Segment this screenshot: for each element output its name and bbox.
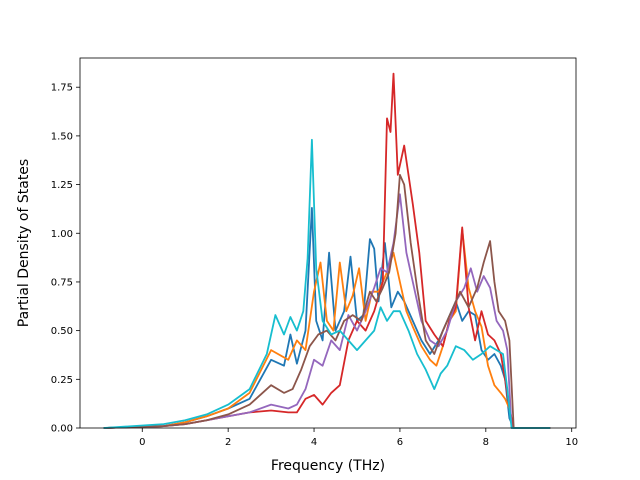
x-axis: 0 2 4 6 8 10 <box>139 428 578 448</box>
y-tick-label: 0.75 <box>51 277 73 288</box>
series-line-6 <box>103 138 551 429</box>
x-tick-label: 10 <box>565 437 578 448</box>
x-tick-label: 0 <box>139 437 145 448</box>
y-tick-label: 1.00 <box>51 229 73 240</box>
y-tick-label: 1.75 <box>51 83 73 94</box>
x-tick-label: 4 <box>311 437 317 448</box>
x-tick-label: 8 <box>483 437 489 448</box>
plot-frame <box>79 57 577 429</box>
series-line-4 <box>103 193 551 429</box>
x-tick-label: 2 <box>225 437 231 448</box>
y-axis-label: Partial Density of States <box>16 159 32 327</box>
y-tick-label: 0.00 <box>51 424 73 435</box>
x-tick-label: 6 <box>397 437 403 448</box>
y-tick-label: 0.50 <box>51 326 73 337</box>
x-axis-label: Frequency (THz) <box>271 458 385 474</box>
series-line-5 <box>103 173 551 429</box>
series-line-3 <box>103 72 551 429</box>
y-tick-label: 1.25 <box>51 180 73 191</box>
y-tick-label: 1.50 <box>51 131 73 142</box>
series-line-1 <box>103 206 551 429</box>
series-layer <box>103 72 551 429</box>
y-tick-label: 0.25 <box>51 375 73 386</box>
y-axis: 0.00 0.25 0.50 0.75 1.00 1.25 1.50 1.75 <box>51 83 80 435</box>
